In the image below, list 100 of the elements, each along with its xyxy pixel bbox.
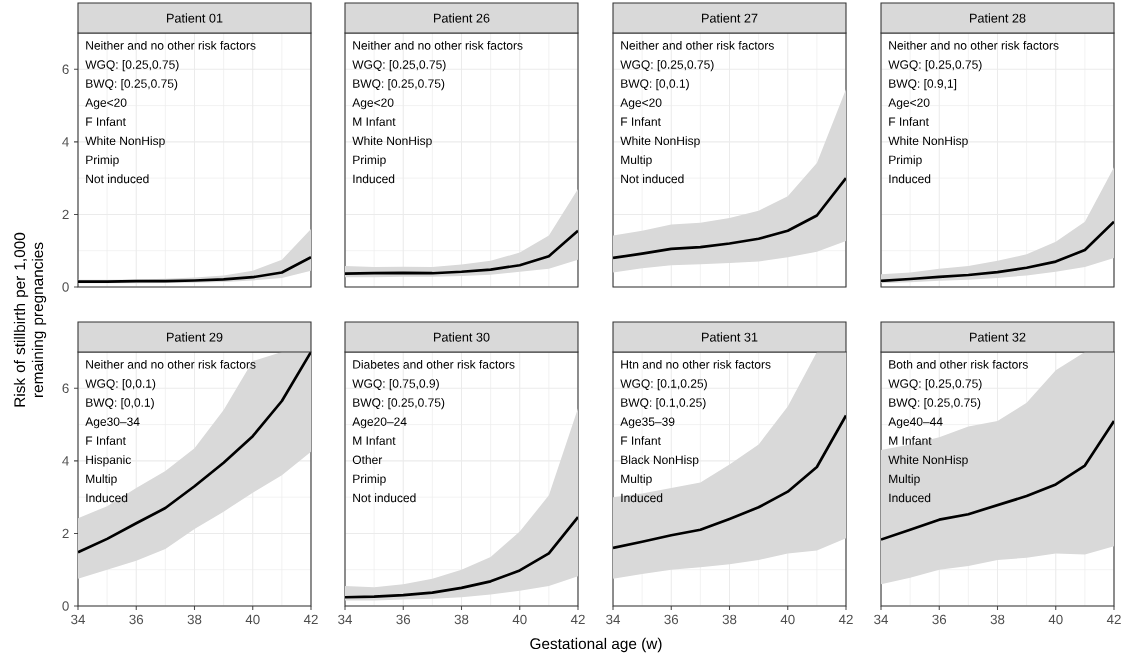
annotation: White NonHisp: [620, 136, 700, 148]
annotation: White NonHisp: [352, 136, 432, 148]
annotation: WGQ: [0.1,0.25): [620, 378, 707, 391]
chart-title: Patient 01: [167, 13, 223, 23]
annotation: Both and other risk factors: [889, 359, 1028, 369]
annotation: Age<20: [620, 98, 662, 110]
annotation: F Infant: [86, 436, 126, 445]
annotation: Neither and no other risk factors: [86, 359, 256, 369]
x-tick-label: 36: [932, 614, 947, 625]
annotation: Age<20: [352, 98, 394, 110]
annotation: Neither and no other risk factors: [86, 40, 256, 50]
annotation: F Infant: [889, 117, 929, 126]
chart-title: Patient 29: [167, 332, 223, 342]
chart-title: Patient 31: [702, 332, 758, 342]
annotation: BWQ: [0.25,0.75): [86, 79, 178, 91]
annotation: WGQ: [0,0.1): [85, 378, 156, 391]
chart-title: Patient 28: [970, 13, 1026, 23]
annotation: BWQ: [0,0.1): [86, 398, 154, 410]
y-tick-label: 4: [62, 137, 69, 147]
annotation: Induced: [86, 493, 128, 503]
annotation: Induced: [889, 174, 931, 184]
x-tick-label: 42: [838, 614, 853, 625]
y-tick-label: 2: [62, 209, 69, 220]
annotation: Not induced: [621, 174, 684, 184]
x-tick-label: 34: [71, 614, 86, 625]
annotation: BWQ: [0.9,1]: [889, 79, 957, 91]
annotation: Age20–24: [352, 417, 407, 429]
x-axis-title: Gestational age (w): [530, 637, 662, 653]
annotation: Age35–39: [620, 417, 675, 429]
annotation: Induced: [889, 493, 931, 503]
annotation: BWQ: [0.25,0.75): [353, 398, 445, 410]
x-tick-label: 40: [245, 614, 260, 625]
annotation: Neither and other risk factors: [621, 40, 774, 50]
x-tick-label: 42: [1106, 614, 1121, 625]
annotation: Age40–44: [888, 417, 943, 429]
x-tick-label: 38: [454, 614, 469, 625]
annotation: Induced: [621, 493, 663, 503]
x-tick-label: 40: [1048, 614, 1063, 625]
annotation: Not induced: [353, 493, 416, 503]
x-tick-label: 40: [780, 614, 795, 625]
annotation: Multip: [621, 474, 652, 486]
annotation: White NonHisp: [85, 136, 165, 148]
y-tick-label: 6: [62, 64, 69, 74]
annotation: Primip: [889, 155, 922, 167]
annotation: Not induced: [86, 174, 149, 184]
annotation: Black NonHisp: [621, 455, 699, 467]
x-tick-label: 38: [990, 614, 1005, 625]
x-tick-label: 42: [303, 614, 318, 625]
annotation: Induced: [353, 174, 395, 184]
y-tick-label: 6: [62, 383, 69, 393]
x-tick-label: 36: [396, 614, 411, 625]
annotation: Multip: [621, 155, 652, 167]
chart-title: Patient 26: [434, 13, 490, 23]
x-tick-label: 36: [129, 614, 144, 625]
chart-title: Patient 27: [702, 13, 758, 23]
annotation: Hispanic: [86, 455, 131, 467]
annotation: BWQ: [0,0.1): [621, 79, 689, 91]
annotation: BWQ: [0.25,0.75): [889, 398, 981, 410]
annotation: Diabetes and other risk factors: [353, 359, 515, 369]
annotation: Age<20: [888, 98, 930, 110]
y-axis-title: Risk of stillbirth per 1,000 remaining pregnancies: [13, 232, 47, 407]
annotation: WGQ: [0.75,0.9): [352, 378, 439, 391]
annotation: Multip: [86, 474, 117, 486]
annotation: BWQ: [0.25,0.75): [353, 79, 445, 91]
annotation: F Infant: [621, 436, 661, 445]
annotation: WGQ: [0.25,0.75): [888, 378, 982, 391]
chart-title: Patient 30: [434, 332, 490, 342]
annotation: Neither and no other risk factors: [353, 40, 523, 50]
chart-title: Patient 32: [970, 332, 1026, 342]
annotation: F Infant: [86, 117, 126, 126]
y-tick-label: 0: [62, 282, 69, 292]
annotation: Age<20: [85, 98, 127, 110]
annotation: Neither and no other risk factors: [889, 40, 1059, 50]
y-tick-label: 0: [62, 601, 69, 611]
annotation: M Infant: [889, 436, 932, 445]
annotation: F Infant: [621, 117, 661, 126]
x-tick-label: 38: [722, 614, 737, 625]
annotation: M Infant: [353, 436, 396, 445]
annotation: WGQ: [0.25,0.75): [620, 59, 714, 72]
annotation: Other: [352, 455, 383, 465]
annotation: Htn and no other risk factors: [621, 359, 771, 369]
x-tick-label: 38: [187, 614, 202, 625]
x-tick-label: 40: [512, 614, 527, 625]
annotation: Primip: [86, 155, 119, 167]
y-tick-label: 4: [62, 456, 69, 466]
annotation: Age30–34: [85, 417, 140, 429]
x-tick-label: 42: [570, 614, 585, 625]
annotation: WGQ: [0.25,0.75): [352, 59, 446, 72]
annotation: WGQ: [0.25,0.75): [85, 59, 179, 72]
annotation: BWQ: [0.1,0.25): [621, 398, 706, 410]
annotation: Primip: [353, 474, 386, 486]
annotation: Primip: [353, 155, 386, 167]
annotation: WGQ: [0.25,0.75): [888, 59, 982, 72]
annotation: Multip: [889, 474, 920, 486]
annotation: White NonHisp: [888, 136, 968, 148]
y-tick-label: 2: [62, 528, 69, 539]
x-tick-label: 34: [338, 614, 353, 625]
annotation: M Infant: [353, 117, 396, 126]
x-tick-label: 34: [606, 614, 621, 625]
x-tick-label: 34: [874, 614, 889, 625]
